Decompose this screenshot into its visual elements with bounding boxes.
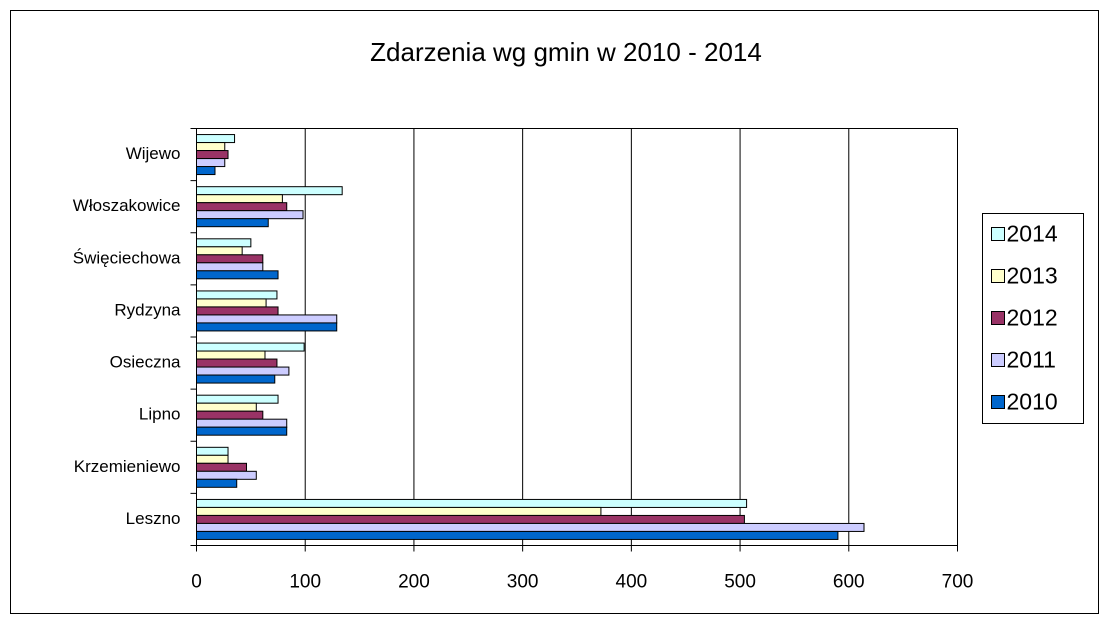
bar [196,506,602,516]
bar [196,478,238,488]
bar [196,350,266,360]
bar [196,530,839,540]
chart-title: Zdarzenia wg gmin w 2010 - 2014 [370,37,762,67]
bar [196,134,236,144]
legend-label: 2013 [1007,263,1058,289]
y-tick-label: Święciechowa [73,248,181,267]
bar [196,342,305,352]
bar [196,522,865,532]
y-tick-label: Lipno [139,405,181,424]
bar [196,410,264,420]
x-tick-label: 100 [289,572,321,593]
bar [196,298,267,308]
plot-area [196,128,958,546]
x-tick-label: 300 [507,572,539,593]
legend-swatch [991,395,1005,409]
y-tick-label: Włoszakowice [73,196,181,215]
legend-label: 2014 [1007,221,1058,247]
x-tick-label: 500 [724,572,756,593]
bar [196,210,304,220]
legend-label: 2010 [1007,389,1058,415]
bar [196,150,229,160]
legend-label: 2011 [1007,347,1056,373]
y-tick-label: Osieczna [110,353,181,372]
bar [196,514,745,524]
bar [196,246,243,256]
x-tick-label: 400 [616,572,648,593]
bar [196,270,279,280]
bar [196,418,288,428]
bar [196,194,283,204]
bar [196,426,288,436]
bar [196,306,279,316]
bar [196,314,338,324]
legend-swatch [991,353,1005,367]
bar [196,498,748,508]
bar [196,218,269,228]
legend-swatch [991,227,1005,241]
bar [196,158,226,168]
bar [196,462,248,472]
legend [982,213,1084,424]
bar [196,358,278,368]
bar [196,166,216,176]
legend-swatch [991,269,1005,283]
x-tick-label: 700 [942,572,974,593]
x-tick-label: 200 [398,572,430,593]
x-tick-label: 600 [833,572,865,593]
bar [196,394,279,404]
legend-swatch [991,311,1005,325]
bar [196,322,338,332]
bar [196,290,278,300]
bar [196,402,257,412]
bar [196,238,252,248]
bar [196,374,276,384]
bar [196,454,229,464]
legend-label: 2012 [1007,305,1058,331]
y-tick-label: Leszno [126,509,181,528]
bar [196,254,264,264]
bar [196,186,343,196]
y-tick-label: Krzemieniewo [74,457,181,476]
bar [196,202,288,212]
bar [196,470,257,480]
bar [196,142,226,152]
bar [196,446,229,456]
y-tick-label: Rydzyna [114,300,181,319]
y-tick-label: Wijewo [126,144,181,163]
x-tick-label: 0 [191,572,202,593]
bar [196,366,290,376]
bar [196,262,264,272]
